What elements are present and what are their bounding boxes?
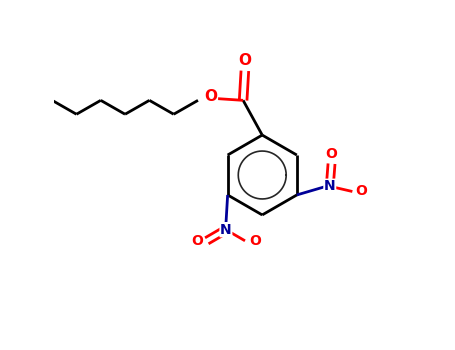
Text: O: O — [249, 234, 261, 248]
Text: O: O — [355, 184, 367, 198]
Text: O: O — [326, 147, 338, 161]
Text: N: N — [220, 223, 232, 237]
Text: N: N — [324, 179, 336, 193]
Text: O: O — [191, 234, 203, 248]
Text: O: O — [204, 89, 217, 104]
Text: O: O — [238, 53, 251, 68]
